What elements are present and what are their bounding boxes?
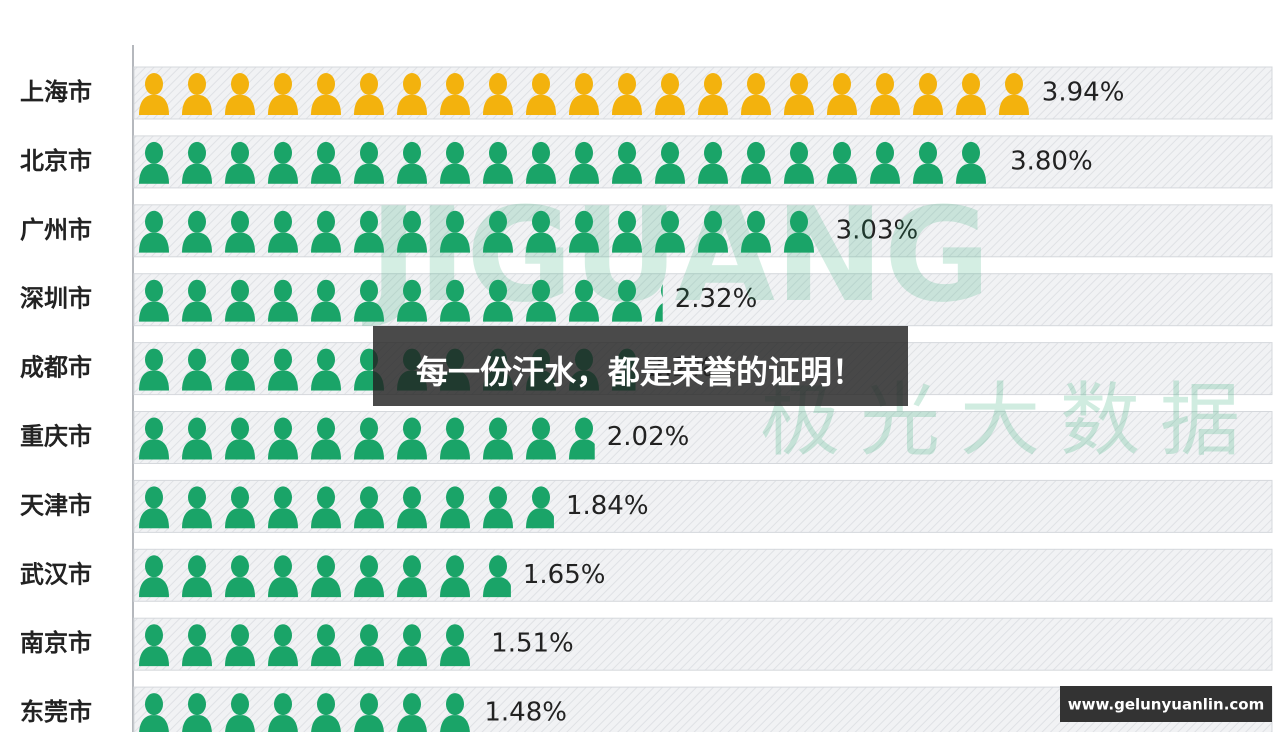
value-label: 1.51% [491,629,574,659]
category-label: 北京市 [20,147,92,175]
caption: 每一份汗水，都是荣誉的证明！ [416,353,864,391]
category-label: 东莞市 [20,698,92,726]
category-label: 南京市 [20,629,92,657]
value-label: 3.03% [836,215,919,245]
value-label: 3.80% [1010,146,1093,176]
category-label: 成都市 [20,354,92,382]
value-label: 2.02% [607,422,690,452]
value-label: 1.65% [523,560,606,590]
row-band [133,548,1273,602]
value-label: 3.94% [1042,78,1125,108]
value-label: 2.32% [675,284,758,314]
caption-box [373,326,908,406]
site-box [1060,686,1272,722]
category-label: 上海市 [20,78,92,106]
value-label: 1.84% [566,491,649,521]
row-band [133,479,1273,533]
category-label: 天津市 [20,491,92,519]
icon-bar [139,555,511,598]
category-label: 广州市 [20,216,92,244]
category-label: 深圳市 [20,285,92,313]
row-band [133,617,1273,671]
site-url: www.gelunyuanlin.com [1068,696,1264,714]
watermark-brand: JIGUANG [361,179,990,331]
value-label: 1.48% [484,698,567,728]
category-label: 武汉市 [20,560,92,588]
category-label: 重庆市 [20,423,92,451]
